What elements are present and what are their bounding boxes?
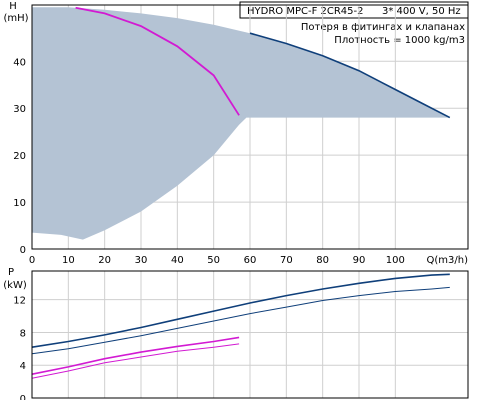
power-y-tick-label: 0: [20, 394, 26, 400]
head-x-tick-label: 100: [386, 255, 405, 266]
chart-header: HYDRO MPC-F 2CR45-2 3* 400 V, 50 Hz Поте…: [239, 1, 469, 46]
header-model: HYDRO MPC-F 2CR45-2: [247, 6, 364, 17]
head-y-tick-label: 0: [20, 245, 26, 256]
head-x-tick-label: 20: [98, 255, 111, 266]
head-y-tick-label: 40: [13, 57, 26, 68]
head-x-tick-label: 0: [29, 255, 35, 266]
header-note-losses: Потеря в фитингах и клапанах: [301, 22, 465, 33]
head-y-tick-label: 10: [13, 198, 26, 209]
power-y-tick-label: 12: [13, 296, 26, 307]
head-plot-border: [31, 4, 469, 250]
head-y-tick-label: 30: [13, 104, 26, 115]
head-x-tick-labels: 0 10 20 30 40 50 60 70 80 90 100: [29, 255, 405, 266]
head-x-tick-label: 30: [135, 255, 148, 266]
head-x-tick-label: 50: [207, 255, 220, 266]
power-frame: [31, 270, 469, 399]
head-y-tick-label: 20: [13, 151, 26, 162]
power-line-loss-p1: [31, 336, 240, 375]
head-axis-label: H: [9, 1, 17, 12]
power-axis-unit: (kW): [3, 280, 27, 291]
power-line-power-p1: [31, 273, 450, 348]
power-y-tick-label: 8: [20, 328, 26, 339]
power-y-tick-labels: 0 4 8 12: [13, 296, 26, 400]
head-x-tick-label: 80: [316, 255, 329, 266]
power-y-tick-label: 4: [20, 361, 26, 372]
power-series-lines: [31, 273, 450, 379]
power-grid: [31, 271, 468, 399]
power-panel: P (kW) 0 4 8 12: [3, 267, 469, 400]
power-line-power-p2: [31, 286, 450, 355]
head-series-lines: [75, 6, 451, 119]
header-supply: 3* 400 V, 50 Hz: [382, 6, 461, 17]
head-frame: [31, 4, 469, 250]
head-axis-unit: (mH): [3, 13, 28, 24]
head-line-pipe-loss: [75, 6, 240, 116]
head-y-tick-labels: 0 10 20 30 40: [13, 57, 26, 256]
header-note-density: Плотность = 1000 kg/m3: [334, 35, 465, 46]
power-plot-border: [31, 270, 469, 399]
head-x-tick-label: 60: [244, 255, 257, 266]
head-x-axis-label: Q(m3/h): [427, 255, 469, 266]
head-x-tick-label: 90: [353, 255, 366, 266]
head-x-tick-label: 40: [171, 255, 184, 266]
power-axis-label: P: [8, 267, 14, 278]
head-x-tick-label: 10: [62, 255, 75, 266]
head-x-tick-label: 70: [280, 255, 293, 266]
head-line-pump-max-speed: [249, 32, 451, 119]
power-line-loss-p2: [31, 343, 240, 379]
